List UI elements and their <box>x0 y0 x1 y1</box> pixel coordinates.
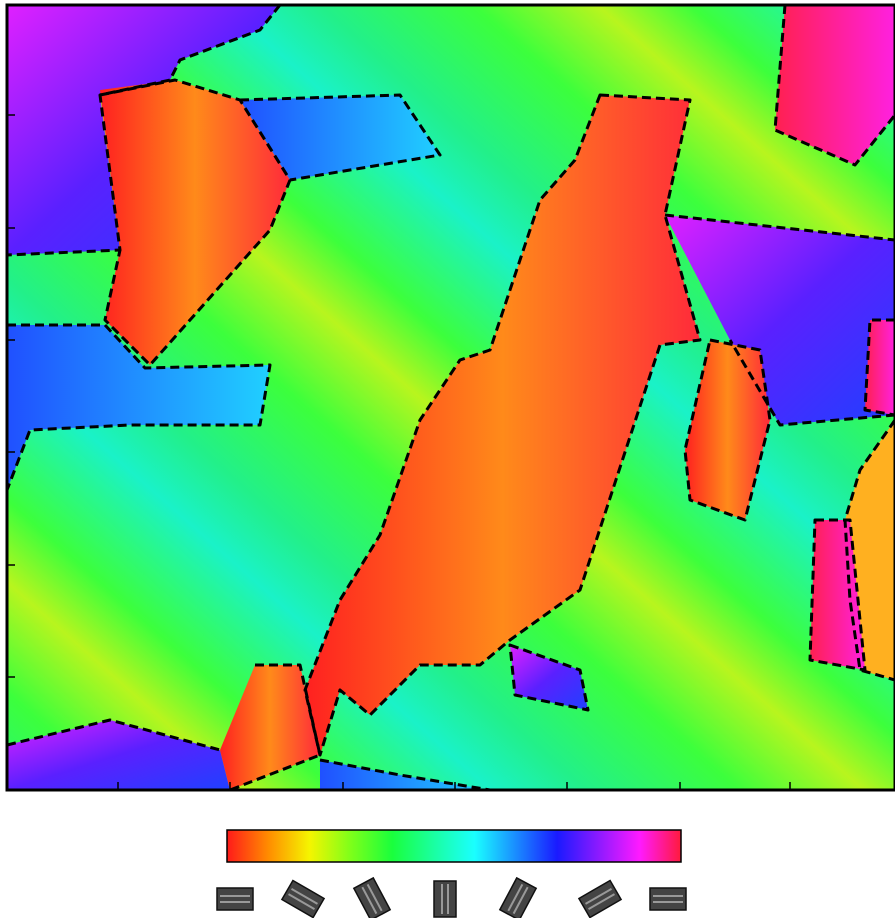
orientation-map <box>7 5 895 790</box>
icon-body <box>650 888 686 910</box>
molecule-icon <box>650 888 686 910</box>
icon-body <box>282 880 324 917</box>
icon-body <box>500 878 536 918</box>
icon-body <box>217 888 253 910</box>
icon-body <box>434 881 456 917</box>
molecule-icon <box>434 881 456 917</box>
colorbar <box>227 830 681 862</box>
figure <box>0 0 895 918</box>
molecule-icon <box>579 880 621 917</box>
molecule-icon <box>500 878 536 918</box>
molecule-icon <box>354 878 390 918</box>
molecule-icons <box>217 878 686 918</box>
molecule-icon <box>217 888 253 910</box>
molecule-icon <box>282 880 324 917</box>
domain-shape <box>865 320 895 415</box>
icon-body <box>354 878 390 918</box>
icon-body <box>579 880 621 917</box>
page: (() => { const data = JSON.parse(documen… <box>0 0 895 918</box>
